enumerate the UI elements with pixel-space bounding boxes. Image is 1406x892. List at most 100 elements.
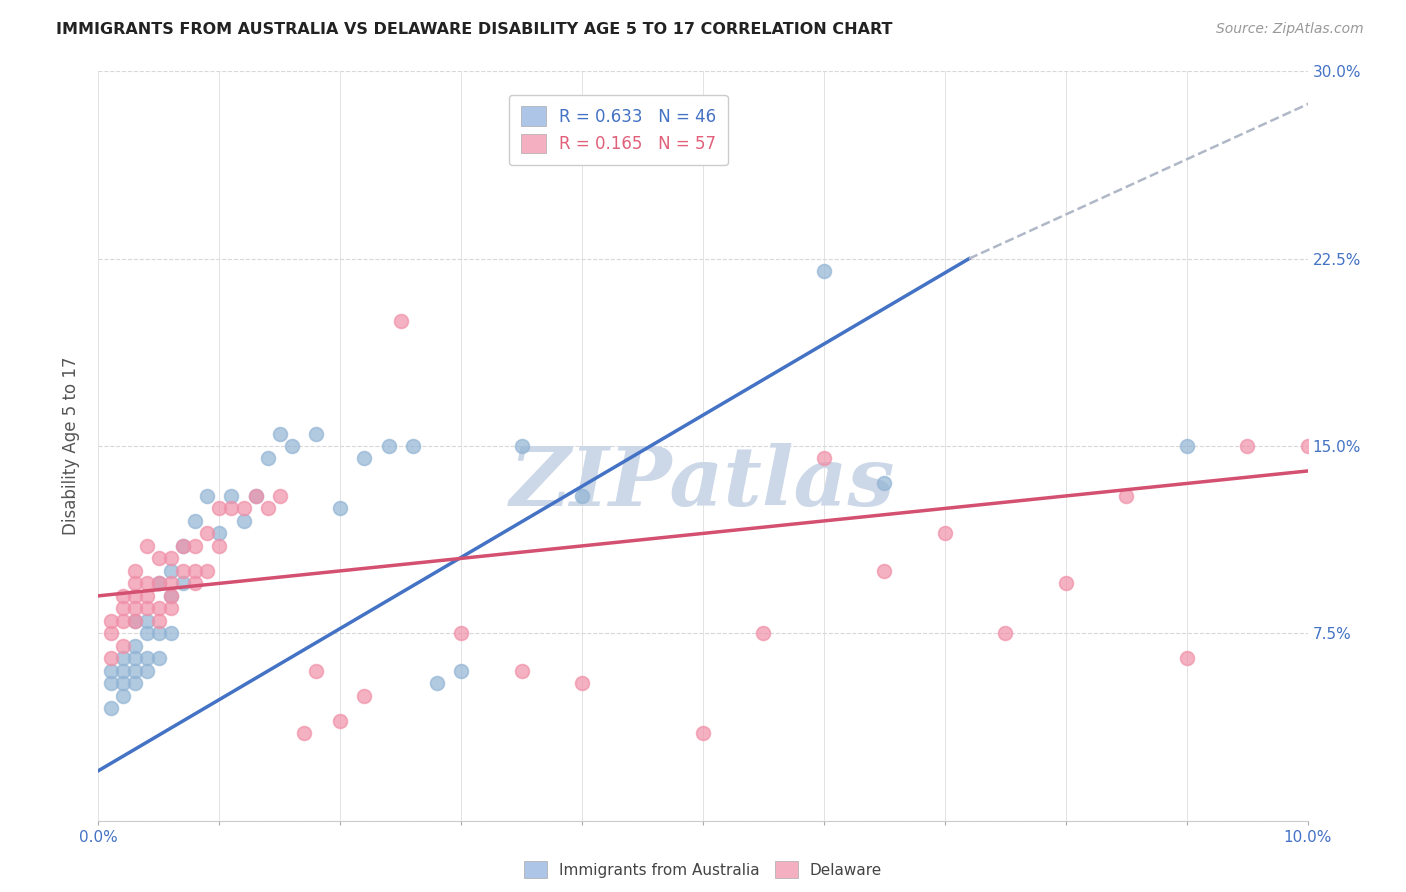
Point bbox=[111, 614, 134, 628]
Point bbox=[184, 539, 207, 553]
Point bbox=[148, 576, 170, 591]
Point bbox=[232, 501, 254, 516]
Point bbox=[692, 726, 714, 740]
Point bbox=[135, 626, 157, 640]
Point bbox=[450, 626, 472, 640]
Point bbox=[813, 264, 835, 278]
Point bbox=[389, 314, 412, 328]
Point bbox=[221, 489, 243, 503]
Point bbox=[292, 726, 315, 740]
Point bbox=[1054, 576, 1077, 591]
Point bbox=[100, 614, 122, 628]
Point bbox=[124, 601, 146, 615]
Point bbox=[1296, 439, 1319, 453]
Point bbox=[329, 501, 352, 516]
Point bbox=[232, 514, 254, 528]
Point bbox=[100, 676, 122, 690]
Point bbox=[1115, 489, 1137, 503]
Legend: R = 0.633   N = 46, R = 0.165   N = 57: R = 0.633 N = 46, R = 0.165 N = 57 bbox=[509, 95, 728, 165]
Point bbox=[100, 626, 122, 640]
Point bbox=[994, 626, 1017, 640]
Point bbox=[752, 626, 775, 640]
Point bbox=[221, 501, 243, 516]
Point bbox=[148, 601, 170, 615]
Point bbox=[281, 439, 304, 453]
Legend: Immigrants from Australia, Delaware: Immigrants from Australia, Delaware bbox=[517, 855, 889, 884]
Point bbox=[195, 526, 218, 541]
Point bbox=[305, 664, 328, 678]
Point bbox=[934, 526, 956, 541]
Y-axis label: Disability Age 5 to 17: Disability Age 5 to 17 bbox=[62, 357, 80, 535]
Point bbox=[256, 451, 278, 466]
Point bbox=[269, 489, 291, 503]
Point bbox=[510, 439, 533, 453]
Point bbox=[510, 664, 533, 678]
Point bbox=[269, 426, 291, 441]
Point bbox=[329, 714, 352, 728]
Point bbox=[160, 589, 183, 603]
Point bbox=[450, 664, 472, 678]
Point bbox=[111, 589, 134, 603]
Point bbox=[148, 614, 170, 628]
Point bbox=[100, 664, 122, 678]
Point bbox=[184, 576, 207, 591]
Point bbox=[135, 601, 157, 615]
Point bbox=[172, 564, 194, 578]
Point bbox=[160, 601, 183, 615]
Point bbox=[111, 689, 134, 703]
Point bbox=[124, 664, 146, 678]
Point bbox=[208, 526, 231, 541]
Point bbox=[377, 439, 399, 453]
Point bbox=[245, 489, 267, 503]
Point bbox=[873, 564, 896, 578]
Point bbox=[184, 564, 207, 578]
Point bbox=[160, 589, 183, 603]
Point bbox=[245, 489, 267, 503]
Point bbox=[571, 489, 593, 503]
Point bbox=[135, 651, 157, 665]
Point bbox=[184, 514, 207, 528]
Point bbox=[135, 576, 157, 591]
Text: IMMIGRANTS FROM AUSTRALIA VS DELAWARE DISABILITY AGE 5 TO 17 CORRELATION CHART: IMMIGRANTS FROM AUSTRALIA VS DELAWARE DI… bbox=[56, 22, 893, 37]
Point bbox=[148, 551, 170, 566]
Point bbox=[353, 451, 375, 466]
Point bbox=[208, 501, 231, 516]
Point bbox=[195, 489, 218, 503]
Point bbox=[813, 451, 835, 466]
Point bbox=[124, 676, 146, 690]
Point bbox=[124, 576, 146, 591]
Point bbox=[1175, 439, 1198, 453]
Point bbox=[148, 626, 170, 640]
Point bbox=[135, 664, 157, 678]
Point bbox=[353, 689, 375, 703]
Point bbox=[148, 651, 170, 665]
Point bbox=[160, 626, 183, 640]
Point bbox=[111, 639, 134, 653]
Point bbox=[195, 564, 218, 578]
Point bbox=[160, 564, 183, 578]
Point bbox=[124, 589, 146, 603]
Point bbox=[124, 614, 146, 628]
Point bbox=[1175, 651, 1198, 665]
Point bbox=[873, 476, 896, 491]
Point bbox=[571, 676, 593, 690]
Point bbox=[111, 676, 134, 690]
Point bbox=[124, 564, 146, 578]
Point bbox=[135, 539, 157, 553]
Point bbox=[111, 601, 134, 615]
Point bbox=[172, 576, 194, 591]
Point bbox=[111, 664, 134, 678]
Point bbox=[172, 539, 194, 553]
Point bbox=[100, 651, 122, 665]
Point bbox=[148, 576, 170, 591]
Point bbox=[124, 639, 146, 653]
Text: ZIPatlas: ZIPatlas bbox=[510, 443, 896, 524]
Point bbox=[135, 614, 157, 628]
Text: Source: ZipAtlas.com: Source: ZipAtlas.com bbox=[1216, 22, 1364, 37]
Point bbox=[256, 501, 278, 516]
Point bbox=[1236, 439, 1258, 453]
Point bbox=[305, 426, 328, 441]
Point bbox=[135, 589, 157, 603]
Point bbox=[402, 439, 425, 453]
Point bbox=[160, 551, 183, 566]
